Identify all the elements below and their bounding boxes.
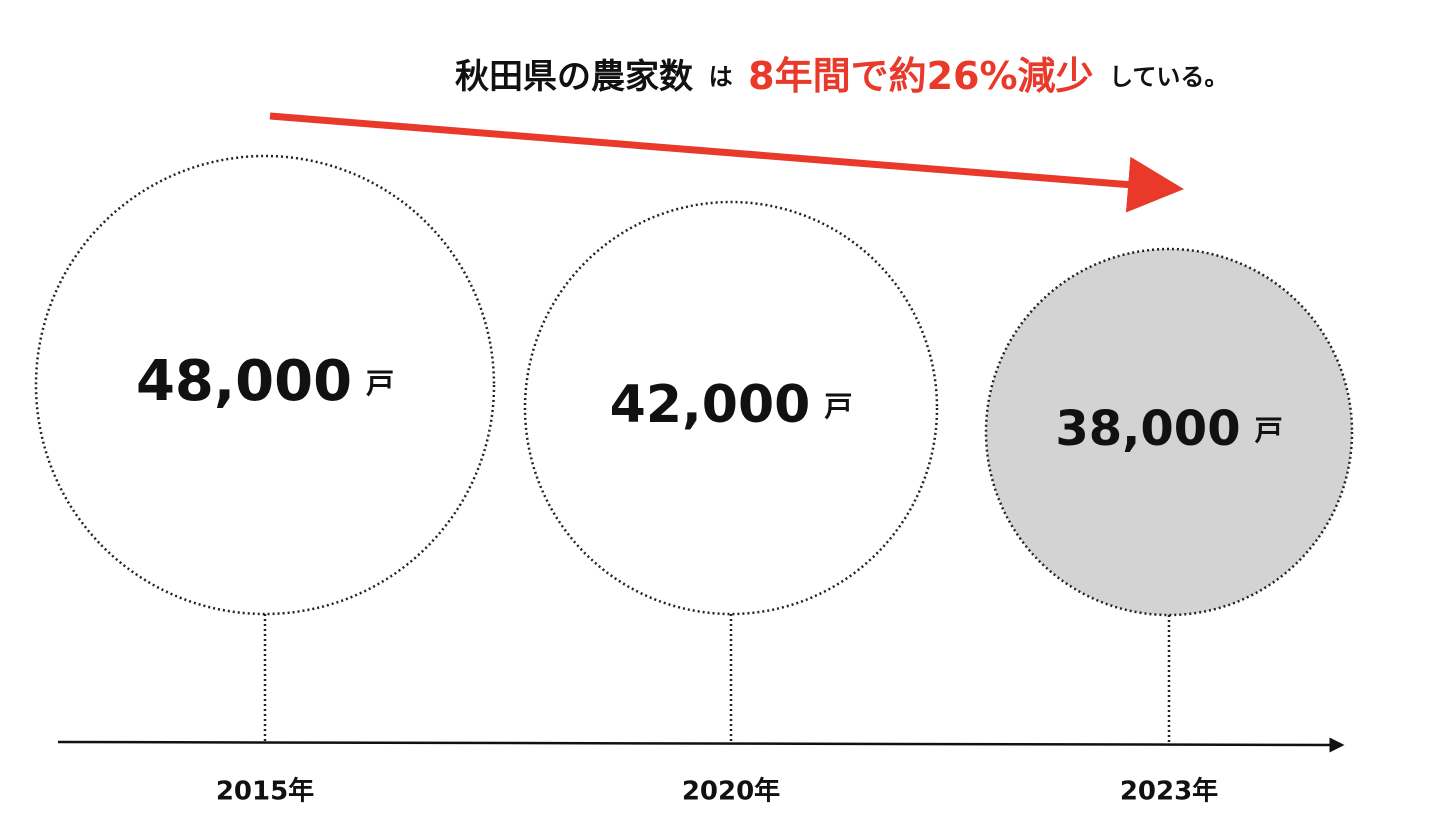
bubble (34, 154, 496, 616)
headline: 秋田県の農家数 は 8年間で約26%減少 している。 (455, 54, 1228, 98)
bubble (523, 200, 939, 616)
count: 38,000 (1055, 401, 1240, 457)
headline-ending: している。 (1109, 63, 1228, 91)
bubble-label: 38,000 戸 (1055, 401, 1282, 457)
bubble-label: 48,000 戸 (136, 349, 394, 414)
bubble (984, 247, 1354, 617)
headline-particle: は (709, 63, 733, 91)
year-label: 2020年 (682, 776, 780, 807)
count: 48,000 (136, 349, 352, 414)
trend-arrow (269, 112, 1184, 213)
unit: 戸 (366, 367, 394, 400)
items: 48,000 戸 2015年 42,000 戸 2020年 38,000 戸 2023年 (34, 154, 1354, 807)
count: 42,000 (610, 375, 811, 435)
headline-highlight: 8年間で約26%減少 (748, 54, 1093, 98)
unit: 戸 (824, 390, 852, 423)
unit: 戸 (1255, 414, 1283, 447)
year-label: 2023年 (1120, 776, 1218, 807)
year-label: 2015年 (216, 776, 314, 807)
bubble-label: 42,000 戸 (610, 375, 853, 435)
timeline-axis (57, 737, 1345, 753)
headline-subject: 秋田県の農家数 (455, 57, 693, 97)
